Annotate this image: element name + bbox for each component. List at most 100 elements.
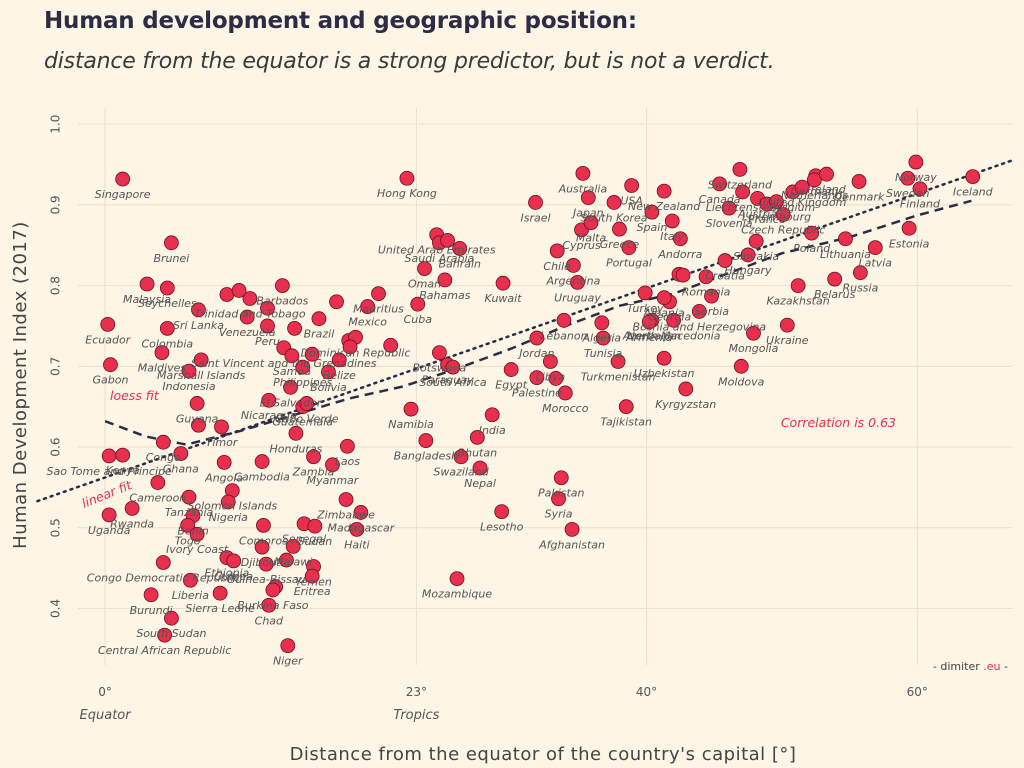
data-point[interactable]	[216, 454, 232, 470]
data-point[interactable]	[307, 518, 323, 534]
data-point[interactable]	[399, 170, 415, 186]
data-point[interactable]	[775, 207, 791, 222]
data-point[interactable]	[254, 454, 270, 469]
data-point[interactable]	[656, 183, 672, 199]
data-point[interactable]	[819, 166, 834, 182]
data-point[interactable]	[115, 171, 131, 187]
data-point[interactable]	[432, 345, 447, 360]
data-point[interactable]	[338, 492, 354, 507]
data-point[interactable]	[748, 233, 764, 249]
data-point[interactable]	[794, 179, 810, 195]
data-point[interactable]	[606, 195, 622, 210]
data-point[interactable]	[353, 505, 369, 520]
data-point[interactable]	[339, 438, 355, 454]
data-point[interactable]	[154, 345, 170, 360]
data-point[interactable]	[900, 170, 916, 186]
data-point[interactable]	[612, 221, 627, 237]
data-point[interactable]	[321, 364, 336, 380]
data-point[interactable]	[100, 316, 116, 332]
data-point[interactable]	[440, 232, 455, 248]
data-point[interactable]	[124, 500, 140, 516]
data-point[interactable]	[261, 392, 277, 408]
data-point[interactable]	[580, 190, 596, 206]
data-point[interactable]	[101, 507, 117, 523]
data-point[interactable]	[239, 309, 255, 325]
data-point[interactable]	[557, 385, 573, 401]
data-point[interactable]	[529, 370, 545, 386]
data-point[interactable]	[779, 317, 795, 333]
data-point[interactable]	[453, 449, 469, 465]
data-point[interactable]	[610, 354, 626, 369]
data-point[interactable]	[484, 407, 500, 423]
data-point[interactable]	[287, 320, 302, 336]
data-point[interactable]	[804, 225, 820, 241]
data-point[interactable]	[295, 359, 311, 375]
data-point[interactable]	[189, 396, 205, 411]
data-point[interactable]	[283, 379, 298, 395]
data-point[interactable]	[258, 556, 274, 572]
data-point[interactable]	[139, 276, 155, 292]
data-point[interactable]	[678, 381, 694, 397]
data-point[interactable]	[103, 357, 118, 373]
data-point[interactable]	[621, 240, 637, 256]
data-point[interactable]	[418, 433, 434, 448]
data-point[interactable]	[159, 280, 175, 296]
data-point[interactable]	[311, 311, 327, 327]
data-point[interactable]	[329, 294, 344, 310]
data-point[interactable]	[806, 172, 822, 188]
data-point[interactable]	[644, 204, 660, 220]
data-point[interactable]	[503, 362, 519, 377]
data-point[interactable]	[566, 258, 581, 273]
data-point[interactable]	[181, 363, 197, 379]
data-point[interactable]	[641, 314, 657, 330]
data-point[interactable]	[410, 296, 426, 312]
data-point[interactable]	[143, 587, 159, 603]
data-point[interactable]	[494, 504, 510, 520]
data-point[interactable]	[280, 638, 296, 654]
data-point[interactable]	[549, 243, 565, 259]
data-point[interactable]	[191, 302, 206, 318]
data-point[interactable]	[265, 582, 281, 598]
data-point[interactable]	[564, 521, 580, 537]
data-point[interactable]	[732, 161, 748, 177]
data-point[interactable]	[254, 539, 270, 555]
data-point[interactable]	[349, 521, 365, 537]
data-point[interactable]	[371, 286, 386, 302]
data-point[interactable]	[445, 359, 461, 375]
data-point[interactable]	[543, 354, 558, 369]
data-point[interactable]	[851, 174, 867, 189]
data-point[interactable]	[852, 265, 868, 281]
data-point[interactable]	[672, 231, 688, 247]
data-point[interactable]	[472, 460, 488, 476]
data-point[interactable]	[155, 434, 171, 450]
data-point[interactable]	[189, 526, 205, 542]
data-point[interactable]	[214, 419, 229, 435]
data-point[interactable]	[159, 320, 175, 336]
data-point[interactable]	[163, 235, 179, 251]
data-point[interactable]	[173, 446, 189, 461]
data-point[interactable]	[299, 396, 315, 411]
data-point[interactable]	[528, 195, 543, 210]
data-point[interactable]	[163, 610, 179, 626]
data-point[interactable]	[242, 291, 258, 306]
data-point[interactable]	[469, 429, 485, 445]
data-point[interactable]	[529, 330, 545, 346]
data-point[interactable]	[325, 457, 340, 473]
data-point[interactable]	[556, 312, 572, 328]
data-point[interactable]	[595, 330, 611, 346]
data-point[interactable]	[452, 241, 468, 256]
data-point[interactable]	[827, 271, 843, 287]
data-point[interactable]	[746, 325, 761, 341]
data-point[interactable]	[912, 181, 928, 197]
data-point[interactable]	[360, 299, 376, 314]
data-point[interactable]	[150, 475, 166, 490]
data-point[interactable]	[331, 352, 347, 368]
data-point[interactable]	[115, 447, 131, 463]
data-point[interactable]	[260, 300, 275, 316]
data-point[interactable]	[721, 200, 737, 216]
data-point[interactable]	[553, 470, 569, 486]
data-point[interactable]	[417, 261, 432, 277]
data-point[interactable]	[437, 272, 453, 288]
data-point[interactable]	[664, 213, 680, 229]
data-point[interactable]	[675, 267, 691, 283]
